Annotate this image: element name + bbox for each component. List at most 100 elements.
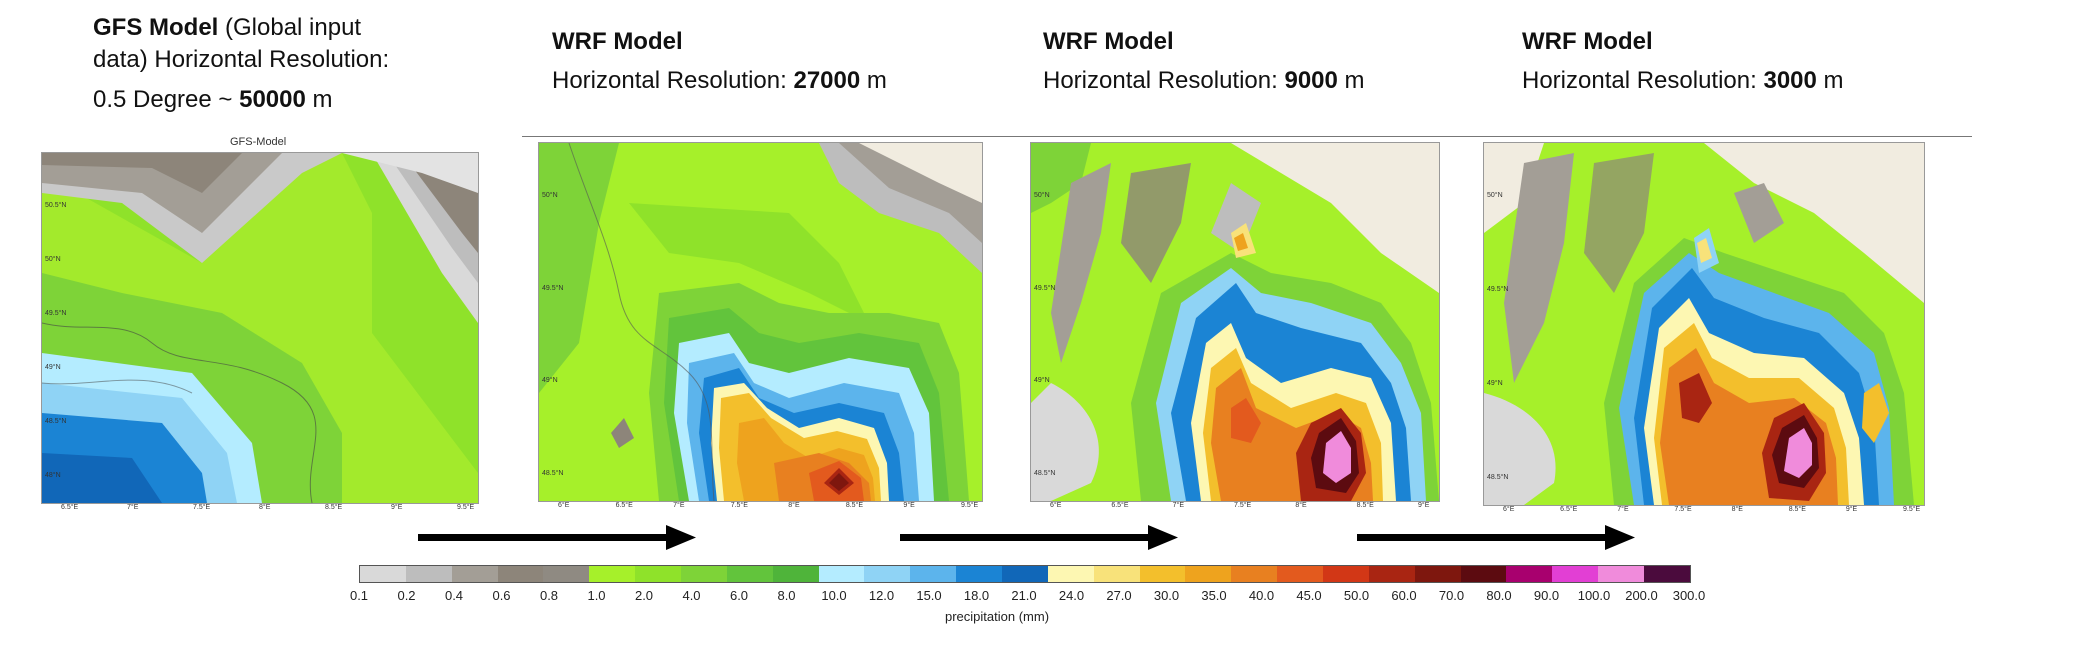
colorbar-tick-label: 21.0	[1011, 588, 1037, 603]
wrf3-header: WRF Model Horizontal Resolution: 3000 m	[1522, 26, 1844, 97]
colorbar-tick-label: 0.1	[349, 588, 369, 603]
colorbar-swatch	[681, 566, 727, 582]
wrf1-lon-tick: 8°E	[788, 502, 800, 509]
wrf2-lon-tick: 8°E	[1295, 502, 1307, 509]
gfs-lon-tick: 7.5°E	[193, 504, 211, 511]
wrf3-lat-tick: 48.5°N	[1487, 474, 1509, 481]
colorbar-swatch	[818, 566, 865, 582]
wrf1-lon-tick: 9.5°E	[961, 502, 979, 509]
colorbar-swatch	[1598, 566, 1645, 582]
colorbar-tick-label: 90.0	[1533, 588, 1560, 603]
colorbar-swatch	[772, 566, 819, 582]
wrf1-res-value: 27000	[793, 67, 861, 94]
wrf3-lon-tick: 7.5°E	[1674, 506, 1692, 513]
wrf1-map	[538, 142, 983, 502]
wrf1-lat-tick: 50°N	[542, 192, 558, 199]
wrf2-res-value: 9000	[1284, 67, 1338, 94]
colorbar-swatch	[1093, 566, 1140, 582]
colorbar-tick-label: 24.0	[1058, 588, 1085, 603]
colorbar-tick-label: 12.0	[868, 588, 895, 603]
wrf3-lon-tick: 7°E	[1617, 506, 1629, 513]
colorbar-tick-label: 0.2	[397, 588, 416, 603]
wrf1-lon-tick: 7°E	[673, 502, 685, 509]
wrf2-map-canvas	[1031, 143, 1439, 501]
wrf3-map-canvas	[1484, 143, 1924, 505]
colorbar-swatch	[1047, 566, 1094, 582]
colorbar-tick-label: 10.0	[821, 588, 847, 603]
colorbar-tick-label: 8.0	[777, 588, 796, 603]
colorbar-tick-label: 45.0	[1296, 588, 1322, 603]
colorbar-tick-label: 0.4	[444, 588, 464, 603]
wrf1-lon-tick: 7.5°E	[730, 502, 748, 509]
wrf3-res-prefix: Horizontal Resolution:	[1522, 67, 1757, 94]
colorbar-tick-label: 18.0	[963, 588, 990, 603]
colorbar-ticks: 0.1 0.2 0.4 0.6 0.8 1.0 2.0 4.0 6.0 8.0 10.0 12.0 15…	[350, 588, 1705, 606]
wrf1-res-prefix: Horizontal Resolution:	[552, 67, 787, 94]
wrf3-map	[1483, 142, 1925, 506]
colorbar-swatch	[1414, 566, 1461, 582]
wrf1-title: WRF Model	[552, 28, 683, 55]
colorbar-tick-label: 70.0	[1438, 588, 1465, 603]
colorbar-tick-label: 80.0	[1486, 588, 1512, 603]
arrow-icon	[900, 525, 1178, 550]
wrf3-lat-tick: 50°N	[1487, 192, 1503, 199]
colorbar-swatch	[451, 566, 498, 582]
wrf3-lon-tick: 6°E	[1503, 506, 1515, 513]
wrf2-title: WRF Model	[1043, 28, 1174, 55]
gfs-res-value: 50000	[239, 86, 306, 113]
wrf2-res-unit: m	[1344, 67, 1365, 94]
arrow-icon	[1357, 525, 1635, 550]
gfs-title: GFS Model	[93, 14, 219, 41]
colorbar-tick-label: 200.0	[1625, 588, 1658, 603]
gfs-res-prefix: 0.5 Degree ~	[93, 86, 233, 113]
colorbar-swatch	[1552, 566, 1599, 582]
colorbar-swatch	[726, 566, 773, 582]
wrf2-lat-tick: 49°N	[1034, 377, 1050, 385]
colorbar-tick-label: 4.0	[682, 588, 701, 603]
gfs-header: GFS Model (Global input data) Horizontal…	[93, 12, 389, 116]
colorbar-swatch	[1644, 566, 1690, 582]
wrf3-lat-tick: 49.5°N	[1487, 286, 1509, 293]
colorbar-swatch	[589, 566, 636, 582]
gfs-lat-tick: 48.5°N	[45, 418, 67, 425]
wrf2-lon-tick: 7°E	[1172, 502, 1185, 509]
colorbar-tick-label: 100.0	[1577, 588, 1611, 603]
colorbar-swatch	[635, 566, 682, 582]
gfs-lat-tick: 50.5°N	[45, 202, 67, 209]
gfs-lat-tick: 49.5°N	[45, 310, 67, 317]
wrf3-lat-tick: 49°N	[1487, 380, 1503, 387]
wrf1-header: WRF Model Horizontal Resolution: 27000 m	[552, 26, 887, 97]
gfs-header-line1: GFS Model (Global input	[93, 12, 389, 44]
gfs-map-canvas	[42, 153, 478, 503]
wrf1-lon-tick: 8.5°E	[845, 502, 864, 509]
colorbar-tick-label: 300.0	[1672, 588, 1706, 603]
wrf2-lon-tick: 9°E	[1418, 502, 1430, 509]
colorbar-tick-label: 6.0	[729, 588, 749, 603]
colorbar-tick-label: 60.0	[1391, 588, 1417, 603]
colorbar-tick-label: 1.0	[587, 588, 606, 603]
colorbar-tick-label: 15.0	[916, 588, 942, 603]
colorbar-swatch	[543, 566, 590, 582]
gfs-lon-tick: 8°E	[259, 504, 271, 511]
gfs-lon-tick: 9°E	[391, 504, 403, 511]
wrf2-lon-tick: 8.5°E	[1356, 502, 1374, 509]
wrf1-map-canvas	[539, 143, 982, 501]
colorbar-swatch	[956, 566, 1003, 582]
wrf3-lon-tick: 8.5°E	[1788, 506, 1806, 513]
wrf1-lon-tick: 6°E	[558, 502, 570, 509]
colorbar-swatch	[1368, 566, 1415, 582]
gfs-header-line2: data) Horizontal Resolution:	[93, 46, 390, 73]
wrf1-lat-tick: 48.5°N	[542, 470, 564, 477]
colorbar-swatch	[1460, 566, 1507, 582]
colorbar-tick-label: 40.0	[1248, 588, 1275, 603]
colorbar-tick-label: 0.6	[492, 588, 511, 603]
colorbar-tick-label: 50.0	[1343, 588, 1370, 603]
wrf3-res-unit: m	[1823, 67, 1844, 94]
wrf2-map	[1030, 142, 1440, 502]
colorbar-swatch	[1139, 566, 1186, 582]
wrf3-res-value: 3000	[1763, 67, 1817, 94]
wrf1-lat-tick: 49°N	[542, 377, 558, 385]
colorbar-swatch	[1506, 566, 1553, 582]
colorbar-tick-label: 0.8	[539, 588, 559, 603]
gfs-lat-tick: 49°N	[45, 364, 61, 371]
